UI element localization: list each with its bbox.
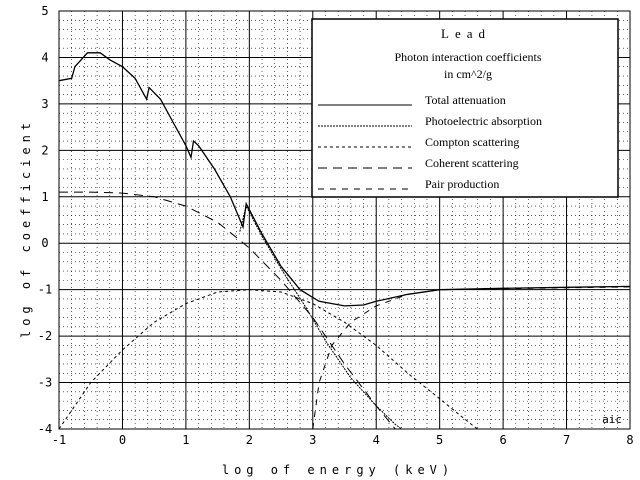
legend-label: Pair production [425,177,499,191]
chart-subtitle: Photon interaction coefficients [394,50,541,64]
y-tick-label: -4 [38,422,52,436]
chart-title: Lead [441,26,491,41]
y-tick-label: -2 [38,329,52,343]
series-line-compton-scattering [58,289,478,430]
legend-label: Compton scattering [425,135,519,149]
x-tick-label: 1 [182,433,189,447]
y-tick-label: 5 [41,4,48,18]
legend-label: Photoelectric absorption [425,114,542,128]
chart-unit-label: in cm^2/g [444,67,492,81]
x-axis-ticks: -1 0 1 2 3 4 5 6 7 8 [52,433,634,447]
series-line-total-attenuation [58,52,631,307]
x-tick-label: 8 [626,433,633,447]
x-tick-label: 5 [436,433,443,447]
series-line-coherent-scattering [59,191,396,430]
x-tick-label: 4 [373,433,380,447]
legend-label: Coherent scattering [425,156,519,170]
y-tick-label: -3 [38,376,52,390]
y-tick-label: -1 [38,283,52,297]
x-tick-label: 6 [499,433,506,447]
legend: Lead Photon interaction coefficients in … [311,18,619,198]
legend-entries: Total attenuation Photoelectric absorptio… [318,93,542,191]
series-group [58,52,631,430]
corner-label: aic [602,413,622,426]
legend-label: Total attenuation [425,93,506,107]
x-tick-label: 7 [563,433,570,447]
x-axis-label: log of energy (keV) [222,463,454,477]
x-tick-label: 2 [246,433,253,447]
y-axis-label: log of coefficient [19,118,33,338]
x-tick-label: -1 [52,433,66,447]
plot-frame [58,10,631,430]
y-tick-label: 4 [41,50,48,64]
series-line-photoelectric-absorption [239,204,402,430]
x-tick-label: 3 [309,433,316,447]
y-axis-ticks: 5 4 3 2 1 0 -1 -2 -3 -4 [38,4,52,436]
legend-box [311,18,619,198]
y-tick-label: 1 [41,190,48,204]
y-tick-label: 3 [41,97,48,111]
y-tick-label: 0 [41,236,48,250]
y-tick-label: 2 [41,143,48,157]
x-tick-label: 0 [119,433,126,447]
